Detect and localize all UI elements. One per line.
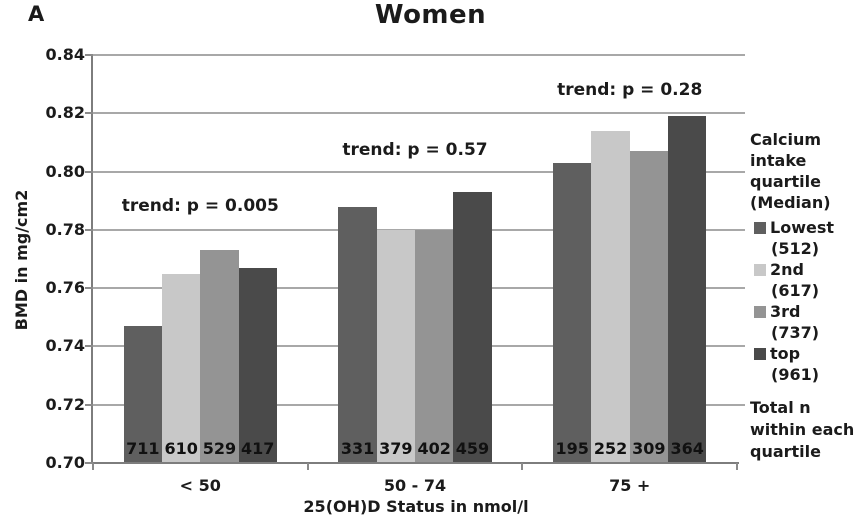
panel-label: A: [28, 2, 45, 26]
legend-swatch-icon: [754, 306, 766, 318]
bar-3rd-quartile: [629, 151, 668, 463]
legend-item-label: 3rd: [770, 302, 801, 321]
y-tick-mark: [85, 54, 93, 56]
legend-item-median: (512): [771, 239, 820, 258]
x-tick-label: < 50: [179, 476, 221, 495]
legend-item-top: top: [754, 344, 800, 363]
y-tick-label: 0.72: [45, 395, 85, 414]
y-axis-title: BMD in mg/cm2: [12, 189, 31, 331]
legend-item-3rd: 3rd: [754, 302, 800, 321]
y-axis-line: [91, 55, 93, 464]
gridline: [93, 171, 745, 173]
bar-n-label: 417: [241, 439, 275, 458]
y-tick-mark: [85, 404, 93, 406]
legend-item-label: 2nd: [770, 260, 804, 279]
bar-n-label: 402: [417, 439, 451, 458]
total-n-note-line: quartile: [750, 442, 821, 461]
trend-annotation: trend: p = 0.57: [342, 140, 488, 160]
bar-2nd-quartile: [376, 229, 415, 463]
x-tick-mark: [92, 463, 94, 470]
x-tick-mark: [306, 463, 309, 470]
bar-n-label: 252: [593, 439, 628, 458]
bar-3rd-quartile: [200, 250, 239, 463]
bar-lowest-quartile: [338, 206, 377, 463]
legend-item-label: Lowest: [770, 218, 834, 237]
y-tick-label: 0.84: [45, 45, 85, 64]
bar-n-label: 364: [670, 439, 704, 458]
bar-n-label: 459: [455, 439, 490, 458]
y-tick-mark: [85, 229, 93, 231]
bar-lowest-quartile: [123, 326, 162, 463]
legend-item-median: (961): [771, 365, 820, 384]
x-axis-line: [91, 462, 739, 464]
chart-title: Women: [374, 0, 487, 30]
y-tick-mark: [85, 112, 93, 114]
gridline: [93, 112, 745, 114]
y-tick-label: 0.78: [45, 220, 85, 239]
y-tick-mark: [85, 287, 93, 289]
x-tick-label: 50 - 74: [383, 476, 447, 495]
legend-swatch-icon: [754, 264, 766, 276]
y-tick-mark: [85, 345, 93, 347]
bar-n-label: 711: [126, 439, 160, 458]
legend-item-label: top: [770, 344, 801, 363]
legend-title-line: intake: [750, 151, 807, 170]
bar-n-label: 379: [379, 439, 413, 458]
total-n-note-line: Total n: [750, 398, 811, 417]
bar-n-label: 610: [164, 439, 198, 458]
bar-n-label: 529: [202, 439, 237, 458]
total-n-note-line: within each: [750, 420, 855, 439]
bar-top-quartile: [668, 116, 707, 463]
bar-3rd-quartile: [415, 229, 454, 463]
legend-item-median: (737): [771, 323, 820, 342]
y-tick-label: 0.70: [45, 453, 85, 472]
legend-swatch-icon: [754, 348, 766, 360]
bar-2nd-quartile: [162, 273, 201, 463]
x-tick-mark: [736, 463, 738, 470]
bar-top-quartile: [238, 267, 277, 463]
y-tick-label: 0.82: [45, 103, 85, 122]
legend-item-2nd: 2nd: [754, 260, 804, 279]
bar-n-label: 331: [340, 439, 375, 458]
legend-title-line: Calcium: [750, 130, 822, 149]
gridline: [93, 54, 745, 56]
x-tick-label: 75 +: [609, 476, 651, 495]
x-tick-mark: [521, 463, 524, 470]
bar-lowest-quartile: [553, 162, 592, 463]
trend-annotation: trend: p = 0.005: [121, 196, 279, 216]
y-tick-mark: [85, 171, 93, 173]
legend-title-line: (Median): [750, 193, 831, 212]
y-tick-label: 0.80: [45, 162, 85, 181]
legend-item-median: (617): [771, 281, 820, 300]
x-axis-title: 25(OH)D Status in nmol/l: [303, 497, 529, 516]
legend-item-lowest: Lowest: [754, 218, 834, 237]
legend-title-line: quartile: [750, 172, 821, 191]
bar-2nd-quartile: [591, 130, 630, 463]
bar-top-quartile: [453, 192, 492, 463]
trend-annotation: trend: p = 0.28: [557, 80, 703, 100]
bar-n-label: 195: [555, 439, 589, 458]
y-tick-label: 0.76: [45, 278, 85, 297]
y-tick-mark: [85, 462, 93, 464]
bar-n-label: 309: [632, 439, 666, 458]
y-tick-label: 0.74: [45, 336, 85, 355]
legend-swatch-icon: [754, 222, 766, 234]
